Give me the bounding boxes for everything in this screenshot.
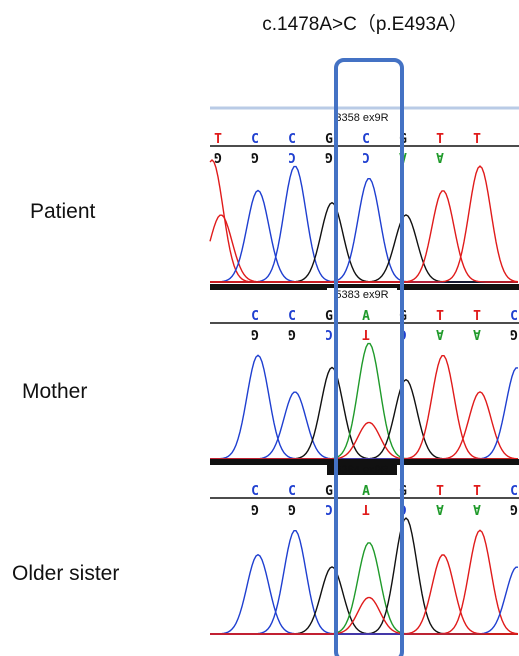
sample-id: 5384 ex9R: [335, 464, 388, 476]
reverse-base-call: G: [288, 501, 296, 516]
base-call: A: [362, 309, 370, 324]
base-call: T: [436, 484, 444, 499]
trace: [210, 203, 518, 282]
trace: [210, 167, 518, 282]
reverse-base-call: A: [473, 501, 481, 516]
base-call: C: [288, 132, 296, 147]
base-call: C: [288, 484, 296, 499]
base-call: C: [288, 309, 296, 324]
trace: [210, 215, 518, 282]
trace: [210, 191, 518, 283]
trace: [210, 368, 518, 459]
base-call: T: [473, 309, 481, 324]
reverse-base-call: T: [362, 501, 370, 516]
base-call: G: [325, 309, 333, 324]
base-call: G: [325, 132, 333, 147]
trace: [210, 555, 518, 634]
reverse-base-call: G: [510, 326, 518, 341]
base-call: A: [362, 484, 370, 499]
reverse-base-call: G: [214, 149, 222, 164]
reverse-base-call: G: [325, 149, 333, 164]
trace: [210, 344, 518, 459]
reverse-base-call: T: [362, 326, 370, 341]
figure: c.1478A>C（p.E493A） Patient3358 ex9RTCCGC…: [0, 0, 519, 656]
base-call: C: [510, 484, 518, 499]
reverse-base-call: G: [251, 149, 259, 164]
trace: [210, 531, 518, 634]
figure-title: c.1478A>C（p.E493A）: [262, 13, 467, 35]
base-call: T: [436, 309, 444, 324]
reverse-base-call: A: [436, 326, 444, 341]
trace: [210, 160, 518, 282]
trace: [210, 530, 518, 634]
reverse-base-call: G: [251, 326, 259, 341]
trace: [210, 191, 518, 282]
base-call: T: [436, 132, 444, 147]
reverse-base-call: C: [362, 149, 370, 164]
trace: [210, 598, 518, 634]
base-call: G: [325, 484, 333, 499]
sample-label: Patient: [30, 200, 96, 223]
base-call: C: [510, 309, 518, 324]
reverse-base-call: G: [510, 501, 518, 516]
trace: [210, 518, 518, 634]
sample-label: Older sister: [12, 562, 119, 585]
base-call: T: [214, 132, 222, 147]
reverse-base-call: C: [288, 149, 296, 164]
base-call: C: [362, 132, 370, 147]
reverse-base-call: C: [325, 501, 333, 516]
base-call: C: [251, 309, 259, 324]
reverse-base-call: A: [436, 149, 444, 164]
trace: [210, 555, 518, 634]
reverse-base-call: G: [251, 501, 259, 516]
trace: [210, 215, 518, 282]
base-call: T: [473, 132, 481, 147]
reverse-base-call: G: [288, 326, 296, 341]
sample-label: Mother: [22, 380, 87, 403]
trace: [210, 423, 518, 459]
trace: [210, 166, 518, 282]
reverse-base-call: A: [436, 501, 444, 516]
trace: [210, 368, 518, 460]
sample-id: 3358 ex9R: [335, 112, 388, 124]
reverse-base-call: A: [473, 326, 481, 341]
trace: [210, 380, 518, 459]
reverse-base-call: C: [325, 326, 333, 341]
base-call: T: [473, 484, 481, 499]
base-call: C: [251, 484, 259, 499]
sample-id: 5383 ex9R: [335, 289, 388, 301]
base-call: C: [251, 132, 259, 147]
